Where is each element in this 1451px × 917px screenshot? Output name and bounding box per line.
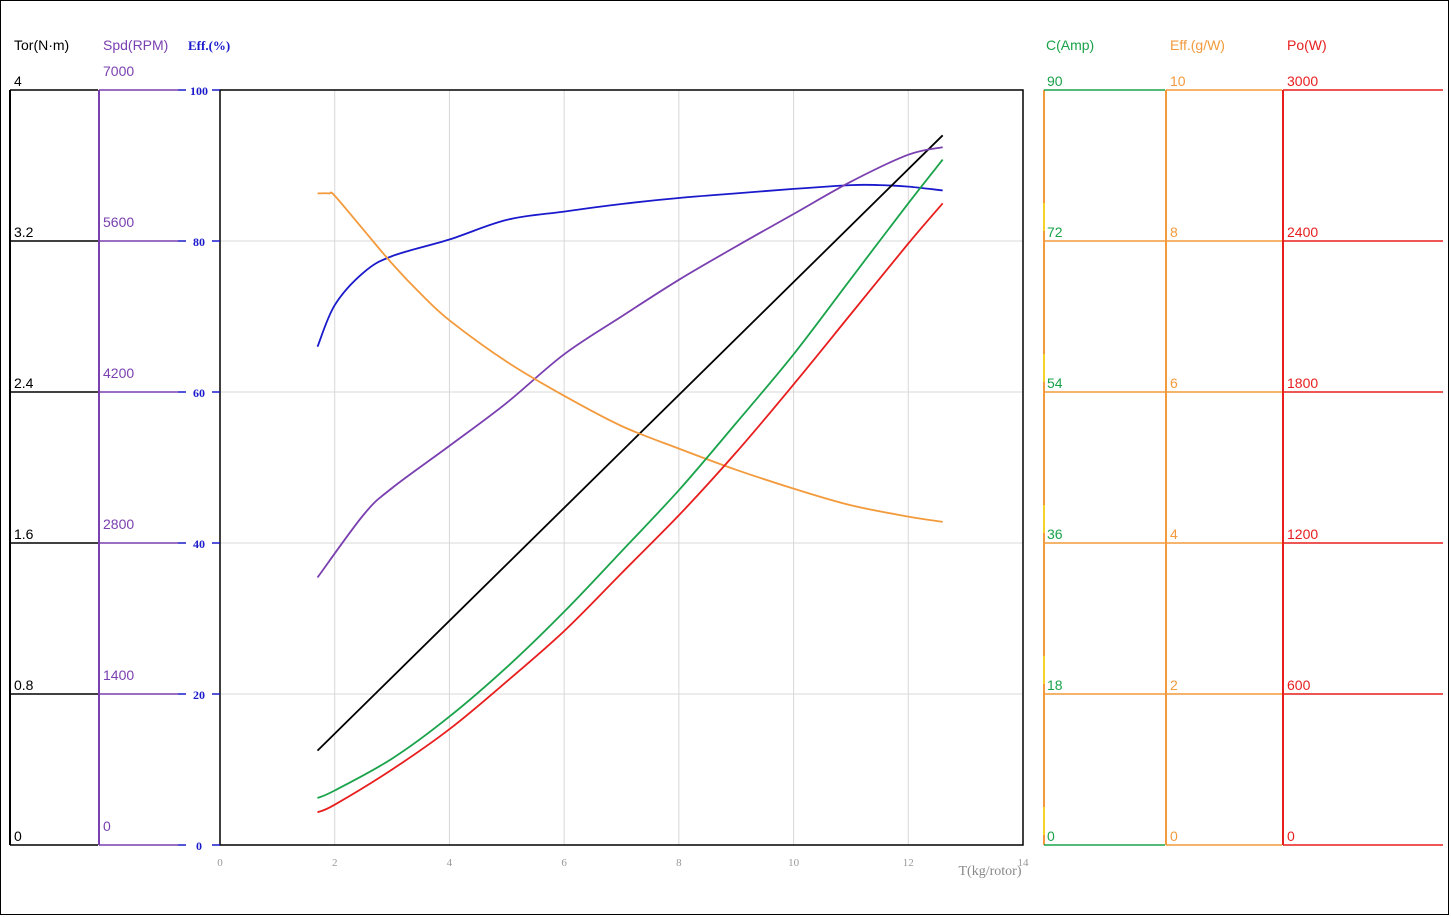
eff-percent-tick-label: 60 xyxy=(193,386,205,400)
spd-tick-label: 0 xyxy=(103,818,111,834)
tor-axis-title: Tor(N·m) xyxy=(14,37,69,53)
tor-tick-label: 2.4 xyxy=(14,375,34,391)
eff-percent-tick-label: 100 xyxy=(190,84,208,98)
gw-axis-title: Eff.(g/W) xyxy=(1170,37,1225,53)
gw-tick-label: 2 xyxy=(1170,677,1178,693)
po-tick-label: 2400 xyxy=(1287,224,1318,240)
amp-tick-label: 72 xyxy=(1047,224,1063,240)
tor-tick-label: 4 xyxy=(14,73,22,89)
gw-tick-label: 6 xyxy=(1170,375,1178,391)
tor-tick-label: 0.8 xyxy=(14,677,34,693)
amp-tick-label: 18 xyxy=(1047,677,1063,693)
tor-tick-label: 3.2 xyxy=(14,224,34,240)
gw-tick-label: 4 xyxy=(1170,526,1178,542)
x-tick-label: 6 xyxy=(561,857,567,869)
x-tick-label: 14 xyxy=(1018,857,1030,869)
spd-tick-label: 5600 xyxy=(103,214,134,230)
x-tick-label: 12 xyxy=(903,857,914,869)
po-tick-label: 3000 xyxy=(1287,73,1318,89)
eff-percent-tick-label: 40 xyxy=(193,537,205,551)
x-tick-label: 10 xyxy=(788,857,800,869)
eff-percent-tick-label: 20 xyxy=(193,688,205,702)
spd-axis-title: Spd(RPM) xyxy=(103,37,168,53)
x-axis-label: T(kg/rotor) xyxy=(959,864,1022,879)
po-tick-label: 600 xyxy=(1287,677,1311,693)
eff-percent-tick-label: 80 xyxy=(193,235,205,249)
spd-tick-label: 2800 xyxy=(103,516,134,532)
tor-tick-label: 0 xyxy=(14,828,22,844)
x-tick-label: 0 xyxy=(217,857,223,869)
po-tick-label: 1200 xyxy=(1287,526,1318,542)
po-axis-title: Po(W) xyxy=(1287,37,1327,53)
eff-series-line xyxy=(316,183,943,348)
gw-series-line xyxy=(317,191,943,523)
tor-tick-label: 1.6 xyxy=(14,526,34,542)
x-tick-label: 4 xyxy=(447,857,453,869)
spd-tick-label: 1400 xyxy=(103,667,134,683)
x-tick-label: 8 xyxy=(676,857,682,869)
gw-tick-label: 10 xyxy=(1170,73,1186,89)
amp-series-line xyxy=(317,159,944,799)
amp-tick-label: 0 xyxy=(1047,828,1055,844)
tor-series-line xyxy=(316,134,944,752)
amp-tick-label: 54 xyxy=(1047,375,1063,391)
eff-percent-axis-title: Eff.(%) xyxy=(188,38,230,53)
spd-tick-label: 7000 xyxy=(103,63,134,79)
spd-tick-label: 4200 xyxy=(103,365,134,381)
plot-area-border xyxy=(219,89,1024,846)
spd-series-line xyxy=(316,146,943,579)
amp-tick-label: 90 xyxy=(1047,73,1063,89)
eff-percent-tick-label: 0 xyxy=(196,839,202,853)
gw-tick-label: 0 xyxy=(1170,828,1178,844)
po-tick-label: 0 xyxy=(1287,828,1295,844)
x-tick-label: 2 xyxy=(332,857,338,869)
po-tick-label: 1800 xyxy=(1287,375,1318,391)
amp-tick-label: 36 xyxy=(1047,526,1063,542)
amp-axis-title: C(Amp) xyxy=(1046,37,1094,53)
po-series-line xyxy=(317,202,944,814)
gw-tick-label: 8 xyxy=(1170,224,1178,240)
